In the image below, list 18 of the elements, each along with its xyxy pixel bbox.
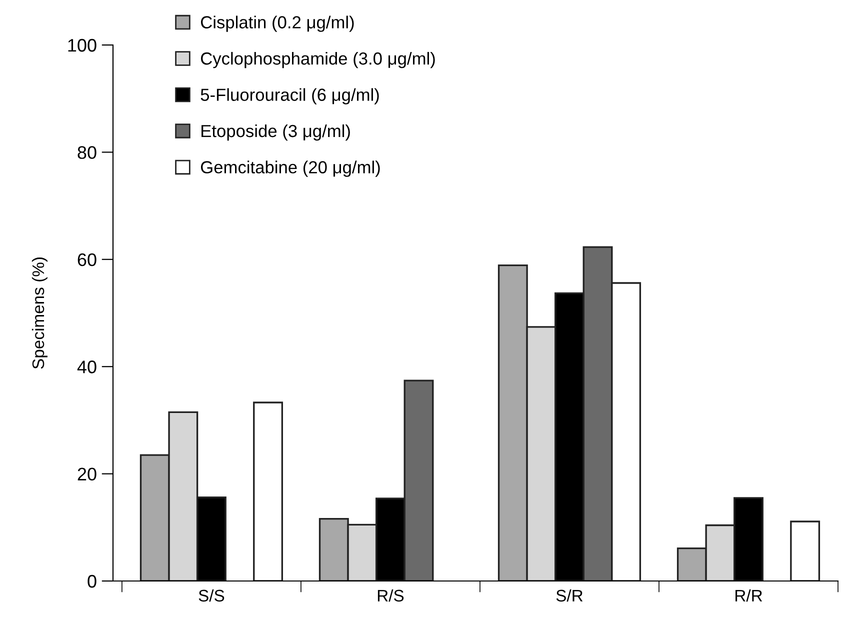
y-tick-label: 0 xyxy=(88,574,96,588)
x-tick-label: S/S xyxy=(198,589,224,602)
y-tick-label: 60 xyxy=(78,253,96,266)
y-axis-title: Specimens (%) xyxy=(32,258,48,369)
legend-label: Cisplatin (0.2 μg/ml) xyxy=(200,16,354,32)
y-tick-label: 80 xyxy=(78,146,96,159)
x-tick-label: R/R xyxy=(736,589,762,602)
bar xyxy=(253,402,283,581)
x-tick-label: R/S xyxy=(378,589,404,602)
legend-label: 5-Fluorouracil (6 μg/ml) xyxy=(200,88,379,104)
bar xyxy=(790,520,820,581)
y-tick-label: 40 xyxy=(77,360,96,374)
x-tick-label: S/R xyxy=(556,589,583,602)
y-tick-label: 20 xyxy=(78,468,96,481)
legend-label: Etoposide (3 μg/ml) xyxy=(202,124,350,141)
legend-label: Cyclophosphamide (3.0 μg/ml) xyxy=(200,52,435,68)
legend-label: Gemcitabine (20 μg/ml) xyxy=(200,160,380,177)
y-tick-label: 100 xyxy=(68,38,96,52)
